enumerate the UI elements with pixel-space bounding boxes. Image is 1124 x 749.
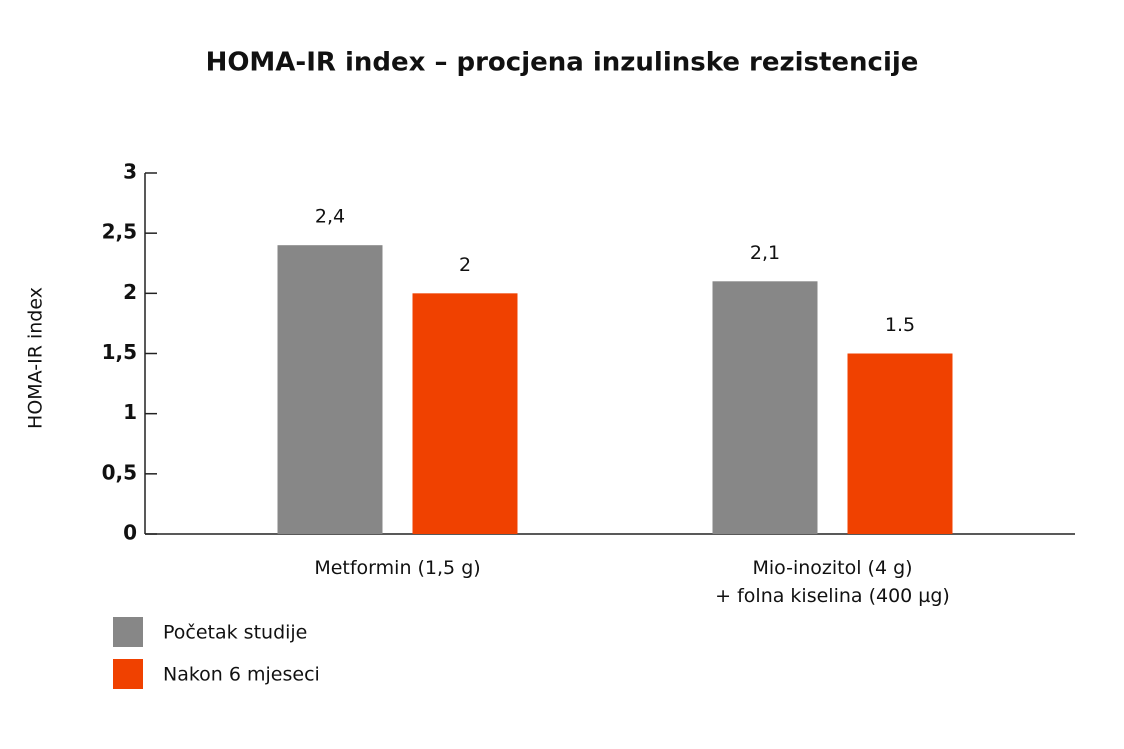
legend-label: Početak studije xyxy=(163,622,307,644)
bar xyxy=(412,293,518,534)
y-tick-label: 2 xyxy=(123,280,137,304)
legend-label: Nakon 6 mjeseci xyxy=(163,664,320,686)
data-label: 2,1 xyxy=(750,242,780,264)
y-tick-label: 0,5 xyxy=(102,460,137,484)
bar xyxy=(712,281,818,534)
y-tick-label: 1 xyxy=(123,400,137,424)
y-tick-label: 3 xyxy=(123,160,137,184)
data-label: 2,4 xyxy=(315,206,345,228)
y-axis-title: HOMA-IR index xyxy=(25,287,47,429)
legend-swatch xyxy=(113,659,143,689)
x-tick-label: Metformin (1,5 g) xyxy=(314,557,481,579)
y-tick-label: 2,5 xyxy=(102,220,137,244)
x-tick-label: Mio-inozitol (4 g) + folna kiselina (400… xyxy=(715,557,950,607)
y-tick-label: 0 xyxy=(123,521,137,545)
y-tick-label: 1,5 xyxy=(102,340,137,364)
chart-title: HOMA-IR index – procjena inzulinske rezi… xyxy=(206,48,919,78)
bar xyxy=(847,353,953,534)
data-label: 2 xyxy=(459,254,471,276)
legend-swatch xyxy=(113,617,143,647)
bar xyxy=(277,245,383,534)
data-label: 1.5 xyxy=(885,314,915,336)
